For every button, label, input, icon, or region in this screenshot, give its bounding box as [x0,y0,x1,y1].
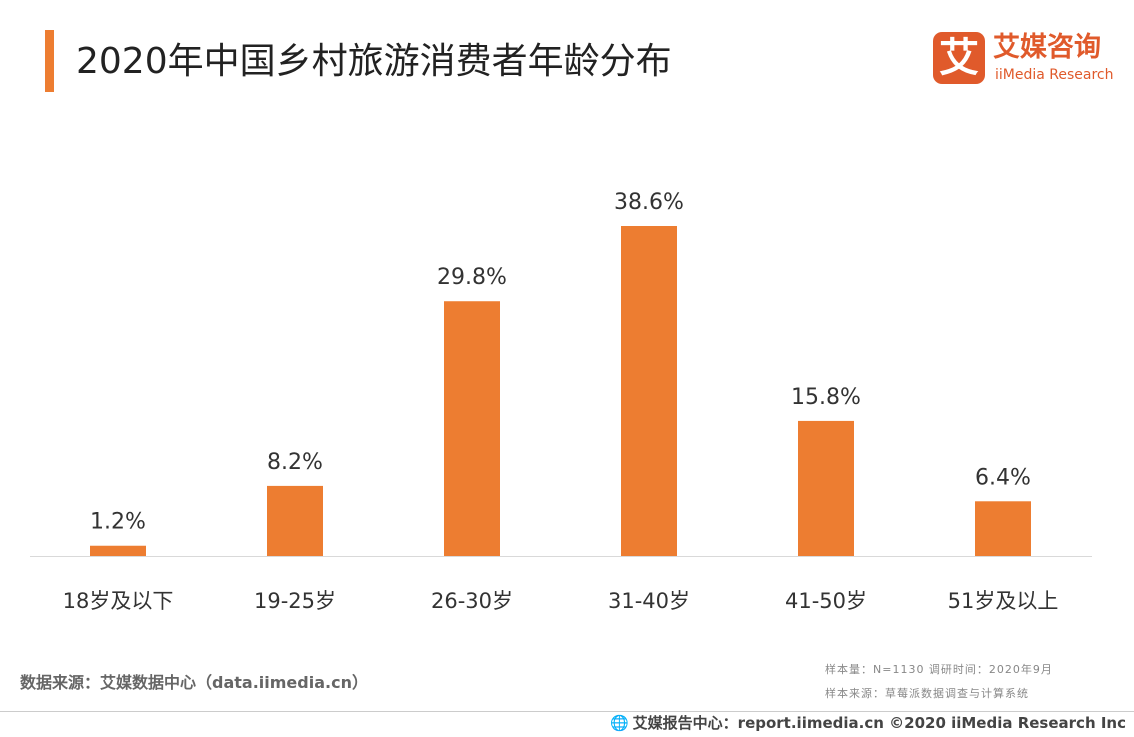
globe-icon: 🌐 [609,714,629,732]
data-label-5: 6.4% [975,465,1031,490]
logo-name-en: iiMedia Research [995,67,1114,83]
bar-1 [267,485,323,556]
bar-0 [90,545,146,556]
category-label-0: 18岁及以下 [63,589,174,613]
data-label-4: 15.8% [791,385,861,410]
iimedia-logo: 艾 艾媒咨询 iiMedia Research [933,32,1123,88]
title-accent-bar [45,30,54,92]
footer: 🌐 艾媒报告中心：report.iimedia.cn ©2020 iiMedia … [610,713,1126,733]
category-label-4: 41-50岁 [785,589,867,613]
data-label-3: 38.6% [614,190,684,215]
logo-mark-icon: 艾 [933,32,985,84]
bar-2 [444,301,500,556]
page-title: 2020年中国乡村旅游消费者年龄分布 [76,41,672,82]
category-label-1: 19-25岁 [254,589,336,613]
data-label-0: 1.2% [90,510,146,535]
logo-name-cn: 艾媒咨询 [993,32,1101,63]
category-label-2: 26-30岁 [431,589,513,613]
sample-info: 样本量：N=1130 调研时间：2020年9月 [825,663,1053,676]
data-label-2: 29.8% [437,265,507,290]
category-label-5: 51岁及以上 [948,589,1059,613]
bar-3 [621,226,677,556]
footer-divider [0,711,1134,712]
data-label-1: 8.2% [267,450,323,475]
bar-4 [798,420,854,556]
category-label-3: 31-40岁 [608,589,690,613]
bar-5 [975,501,1031,556]
sample-source: 样本来源：草莓派数据调查与计算系统 [825,687,1029,700]
data-source: 数据来源：艾媒数据中心（data.iimedia.cn） [20,673,368,692]
footer-text: 艾媒报告中心：report.iimedia.cn ©2020 iiMedia R… [632,714,1126,732]
